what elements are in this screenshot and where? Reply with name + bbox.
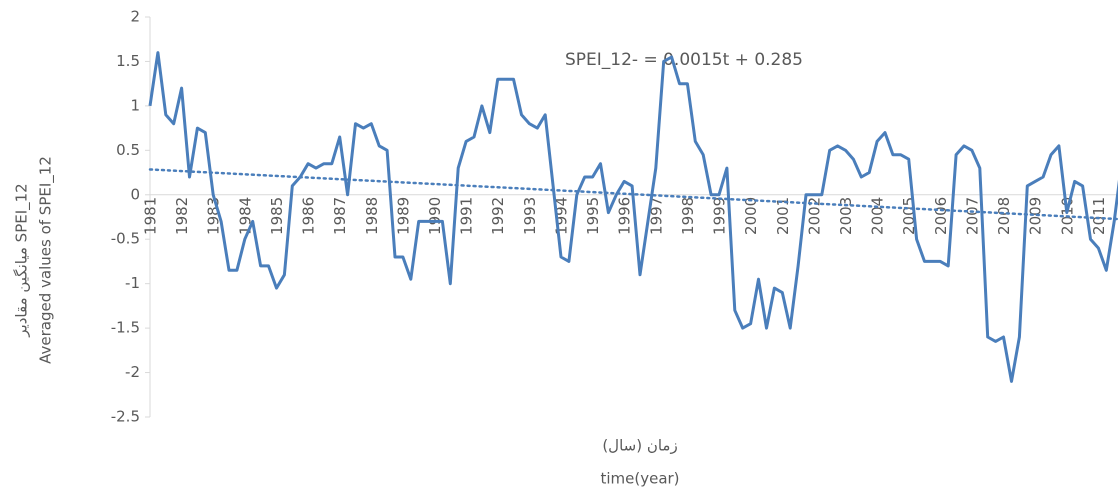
y-tick-label: -0.5 [111,230,140,248]
y-tick-label: 0.5 [116,141,140,159]
x-tick-label: 1984 [236,197,254,235]
x-tick-label: 1981 [142,197,160,235]
x-tick-label: 1989 [394,197,412,235]
x-axis-title: time(year) [600,470,679,488]
x-tick-label: 1986 [300,197,318,235]
y-tick-label: 1.5 [116,52,140,70]
x-tick-label: 2007 [963,197,981,235]
y-tick-label: 1 [130,96,140,114]
x-tick-label: 1992 [489,197,507,235]
x-tick-label: 1999 [711,197,729,235]
x-tick-label: 1993 [521,197,539,235]
y-tick-label: -2 [125,363,140,381]
trend-equation: SPEI_12- = 0.0015t + 0.285 [565,50,803,70]
x-tick-label: 1990 [426,197,444,235]
y-axis-title: میانگین مقادیر SPEI_12 [13,183,32,337]
x-tick-label: 1982 [173,197,191,235]
trendline [148,168,1118,221]
x-tick-label: 1985 [268,197,286,235]
x-tick-label: 1998 [679,197,697,235]
x-tick-label: 1987 [331,197,349,235]
x-tick-label: 1996 [616,197,634,235]
data-line [148,51,1118,383]
x-tick-label: 1995 [584,197,602,235]
x-tick-label: 2004 [869,197,887,235]
x-tick-label: 1991 [458,197,476,235]
x-tick-label: 2001 [774,197,792,235]
x-tick-label: 2009 [1027,197,1045,235]
x-tick-label: 1983 [205,197,223,235]
x-tick-label: 2008 [995,197,1013,235]
y-tick-label: -2.5 [111,408,140,426]
x-tick-label: 2002 [805,197,823,235]
y-tick-label: 2 [130,8,140,26]
x-tick-label: 1988 [363,197,381,235]
x-tick-label: 2003 [837,197,855,235]
x-axis-title: زمان (سال) [602,437,677,455]
y-tick-label: 0 [130,185,140,203]
x-tick-label: 2011 [1090,197,1108,235]
x-tick-label: 2000 [742,197,760,235]
y-tick-label: -1.5 [111,319,140,337]
y-axis-title: Averaged values of SPEI_12 [37,156,56,364]
x-tick-label: 1997 [647,197,665,235]
x-tick-label: 2006 [932,197,950,235]
y-tick-label: -1 [125,274,140,292]
